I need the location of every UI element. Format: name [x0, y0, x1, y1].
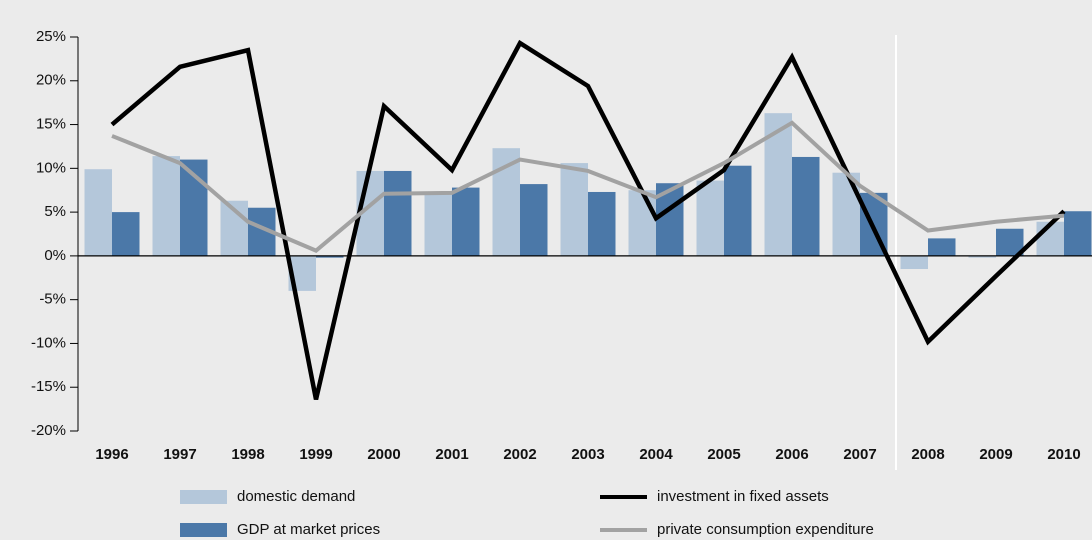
legend-swatch [180, 490, 227, 504]
x-tick-label: 2006 [775, 446, 808, 463]
bar [520, 184, 548, 256]
x-tick-label: 2003 [571, 446, 604, 463]
x-tick-label: 2009 [979, 446, 1012, 463]
x-tick-label: 2010 [1047, 446, 1080, 463]
y-tick-label: 15% [36, 116, 66, 133]
y-tick-label: 25% [36, 28, 66, 45]
x-tick-label: 2007 [843, 446, 876, 463]
y-tick-label: 20% [36, 72, 66, 89]
bar [628, 190, 656, 256]
legend-label: private consumption expenditure [657, 521, 874, 538]
legend-label: domestic demand [237, 488, 355, 505]
legend-label: investment in fixed assets [657, 488, 829, 505]
bar [792, 156, 820, 256]
bar [84, 169, 112, 256]
y-tick-label: -15% [31, 378, 66, 395]
legend-label: GDP at market prices [237, 521, 380, 538]
y-tick-label: -5% [39, 291, 66, 308]
x-tick-label: 2005 [707, 446, 740, 463]
x-tick-label: 2000 [367, 446, 400, 463]
bar [384, 170, 412, 256]
x-tick-label: 2004 [639, 446, 673, 463]
bar [452, 187, 480, 256]
legend-swatch [180, 523, 227, 537]
x-tick-label: 1998 [231, 446, 264, 463]
y-tick-label: -20% [31, 422, 66, 439]
bar [152, 156, 180, 256]
bar [588, 191, 616, 256]
bar [696, 180, 724, 256]
bar [1064, 211, 1092, 256]
bar [928, 238, 956, 256]
line-series [111, 120, 1065, 253]
bar [112, 212, 140, 256]
line-series [110, 39, 1066, 400]
x-tick-label: 1996 [95, 446, 128, 463]
bar [832, 172, 860, 256]
y-tick-label: 10% [36, 159, 66, 176]
y-tick-label: 0% [44, 247, 66, 264]
y-tick-label: 5% [44, 203, 66, 220]
x-tick-label: 1999 [299, 446, 332, 463]
y-tick-label: -10% [31, 334, 66, 351]
bar [316, 255, 344, 258]
x-tick-label: 2001 [435, 446, 468, 463]
x-tick-label: 2002 [503, 446, 536, 463]
x-tick-label: 2008 [911, 446, 944, 463]
bar [424, 192, 452, 256]
bar [560, 163, 588, 256]
bar [900, 255, 928, 270]
bar [724, 165, 752, 256]
x-tick-label: 1997 [163, 446, 196, 463]
bar [968, 255, 996, 258]
